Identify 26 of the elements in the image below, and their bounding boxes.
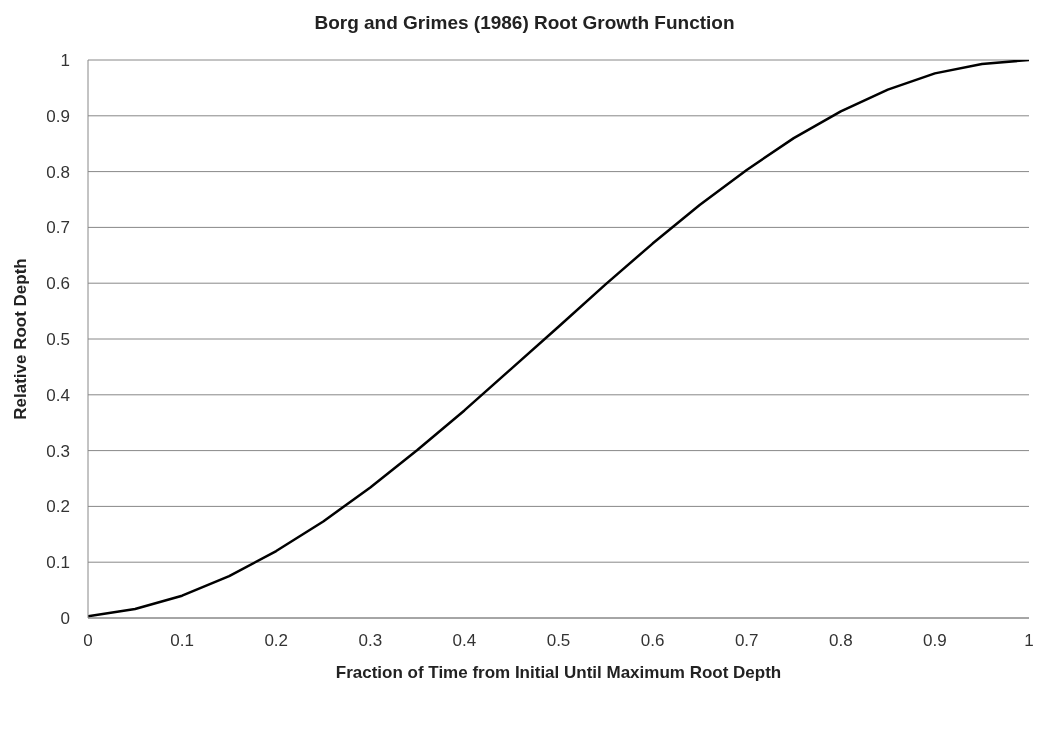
- x-tick-label: 0.6: [640, 631, 665, 651]
- x-tick-label: 0.9: [923, 631, 947, 651]
- y-tick-label: 0.4: [46, 385, 70, 405]
- x-tick-label: 1: [1024, 631, 1034, 651]
- x-tick-label: 0.5: [546, 631, 571, 651]
- x-tick-label: 0: [83, 631, 93, 651]
- x-tick-label: 0.1: [170, 631, 194, 651]
- line-series: [88, 60, 1029, 618]
- y-tick-label: 0.2: [46, 497, 70, 517]
- y-tick-label: 0.9: [46, 106, 70, 126]
- y-tick-label: 0.7: [46, 218, 70, 238]
- x-tick-label: 0.4: [452, 631, 477, 651]
- y-tick-label: 0.5: [46, 330, 70, 350]
- x-tick-label: 0.7: [734, 631, 759, 651]
- x-tick-label: 0.8: [828, 631, 853, 651]
- y-tick-label: 0: [60, 609, 70, 629]
- x-axis-title: Fraction of Time from Initial Until Maximum Root Depth: [335, 663, 782, 682]
- x-tick-label: 0.3: [358, 631, 383, 651]
- y-tick-label: 1: [60, 51, 70, 71]
- y-tick-label: 0.3: [46, 441, 70, 461]
- chart-title: Borg and Grimes (1986) Root Growth Function: [313, 11, 736, 35]
- y-tick-label: 0.6: [46, 274, 70, 294]
- y-tick-label: 0.8: [46, 162, 70, 182]
- y-tick-label: 0.1: [46, 553, 70, 573]
- y-axis-title: Relative Root Depth: [11, 258, 31, 420]
- x-tick-label: 0.2: [264, 631, 289, 651]
